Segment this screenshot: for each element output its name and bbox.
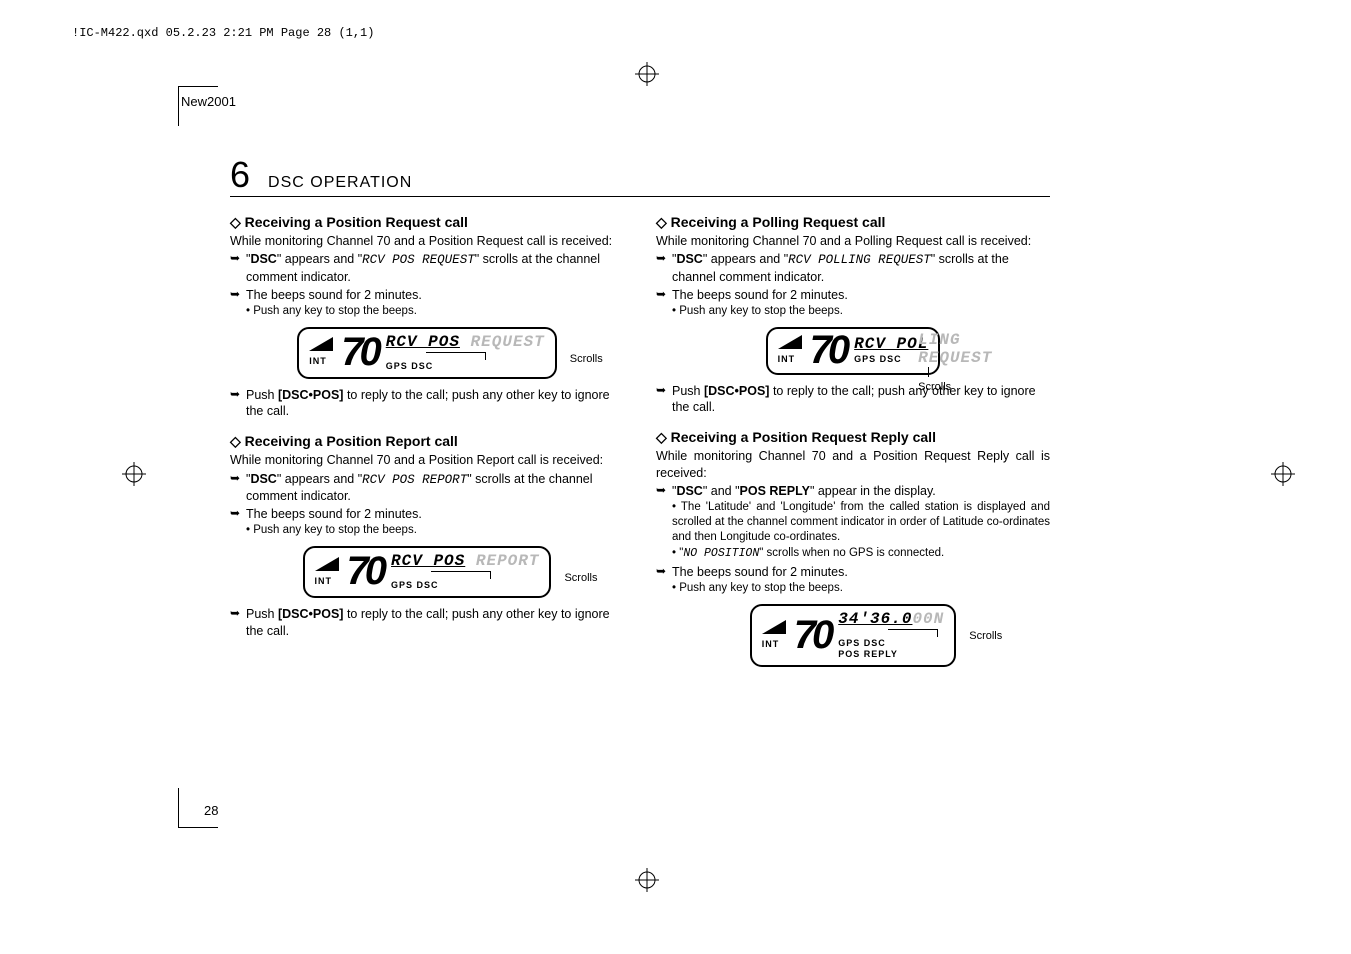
right-column: ◇ Receiving a Polling Request call While… [656,214,1050,681]
section-pos-report: ◇ Receiving a Position Report call While… [230,433,624,638]
bullet-1: ➥ "DSC" and "POS REPLY" appear in the di… [656,483,1050,499]
channel-number: 70 [810,333,847,367]
signal-icon [762,620,786,634]
heading-pos-request: ◇ Receiving a Position Request call [230,214,624,231]
bullet-1: ➥ "DSC" appears and "RCV POS REQUEST" sc… [230,251,624,285]
bullet-2: ➥ The beeps sound for 2 minutes. [656,287,1050,303]
sub-bullet-2: • Push any key to stop the beeps. [672,581,1050,596]
bullet-2: ➥ The beeps sound for 2 minutes. [230,506,624,522]
lcd-display-1: INT 70 RCV POS REQUEST GPS DSC Scrolls [230,327,624,379]
lcd-display-2: INT 70 RCV POS REPORT GPS DSC Scrolls [230,546,624,598]
sub-bullet: • Push any key to stop the beeps. [672,304,1050,319]
channel-number: 70 [341,335,378,369]
content-area: ◇ Receiving a Position Request call Whil… [230,214,1050,681]
intro-pos-request: While monitoring Channel 70 and a Positi… [230,233,624,249]
registration-mark-bottom [635,868,659,897]
section-polling: ◇ Receiving a Polling Request call While… [656,214,1050,415]
bullet-3: ➥ Push [DSC•POS] to reply to the call; p… [230,387,624,420]
intro-polling: While monitoring Channel 70 and a Pollin… [656,233,1050,249]
intro-pos-report: While monitoring Channel 70 and a Positi… [230,452,624,468]
channel-number: 70 [794,618,831,652]
bullet-1: ➥ "DSC" appears and "RCV POLLING REQUEST… [656,251,1050,285]
bullet-2: ➥ The beeps sound for 2 minutes. [230,287,624,303]
heading-pos-report: ◇ Receiving a Position Report call [230,433,624,450]
registration-mark-top [635,62,659,91]
chapter-number: 6 [230,154,250,196]
new-label: New2001 [181,94,236,109]
left-column: ◇ Receiving a Position Request call Whil… [230,214,624,681]
chapter-header: 6 DSC OPERATION [230,154,412,196]
heading-pos-reply: ◇ Receiving a Position Request Reply cal… [656,429,1050,446]
lcd-display-4: INT 70 34'36.000N GPS DSC POS REPLY Scro… [656,604,1050,667]
sub-bullet: • Push any key to stop the beeps. [246,304,624,319]
bullet-3: ➥ Push [DSC•POS] to reply to the call; p… [230,606,624,639]
sub-bullet-1b: • "NO POSITION" scrolls when no GPS is c… [672,546,1050,562]
signal-icon [315,557,339,571]
signal-icon [309,337,333,351]
print-header: !IC-M422.qxd 05.2.23 2:21 PM Page 28 (1,… [72,26,374,40]
crop-mark-bl [178,788,218,828]
sub-bullet: • Push any key to stop the beeps. [246,523,624,538]
signal-icon [778,335,802,349]
section-pos-request: ◇ Receiving a Position Request call Whil… [230,214,624,419]
bullet-1: ➥ "DSC" appears and "RCV POS REPORT" scr… [230,471,624,505]
chapter-title: DSC OPERATION [268,174,412,192]
channel-number: 70 [347,554,384,588]
bullet-2: ➥ The beeps sound for 2 minutes. [656,564,1050,580]
registration-mark-left [122,462,146,491]
intro-pos-reply: While monitoring Channel 70 and a Positi… [656,448,1050,481]
registration-mark-right [1271,462,1295,491]
lcd-display-3: INT 70 RCV POL GPS DSC LING REQUEST Scro… [656,327,1050,375]
sub-bullet-1a: • The 'Latitude' and 'Longitude' from th… [672,500,1050,545]
heading-polling: ◇ Receiving a Polling Request call [656,214,1050,231]
section-pos-reply: ◇ Receiving a Position Request Reply cal… [656,429,1050,667]
chapter-underline [230,196,1050,197]
